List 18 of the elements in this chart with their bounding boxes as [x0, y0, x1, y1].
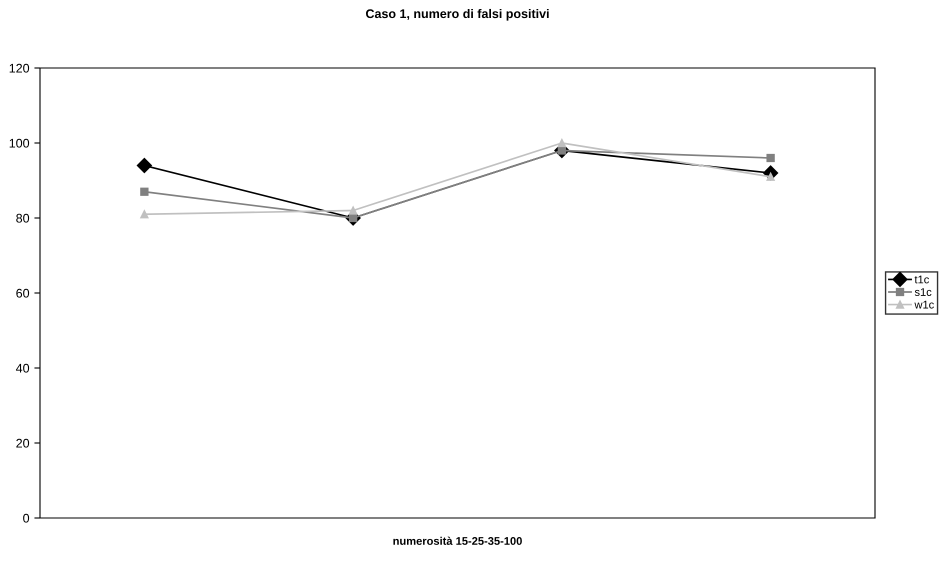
point: [558, 138, 566, 148]
point: [140, 210, 149, 218]
y-tick-label: 60: [16, 288, 30, 298]
y-tick-label: 20: [16, 438, 30, 448]
y-tick-label: 0: [23, 514, 30, 523]
point: [136, 158, 152, 174]
point: [348, 206, 358, 215]
point: [140, 188, 149, 196]
chart-title: Caso 1, numero di falsi positivi: [366, 8, 549, 21]
point: [766, 154, 775, 162]
x-axis-title: numerosità 15-25-35-100: [393, 536, 522, 545]
y-tick-label: 100: [10, 138, 30, 148]
y-tick-label: 40: [16, 364, 30, 373]
y-tick-label: 80: [16, 214, 30, 223]
legend-label: s1c: [914, 288, 932, 296]
y-tick-label: 120: [10, 64, 30, 73]
legend-label: t1c: [914, 276, 929, 284]
legend-label: w1c: [914, 300, 934, 309]
